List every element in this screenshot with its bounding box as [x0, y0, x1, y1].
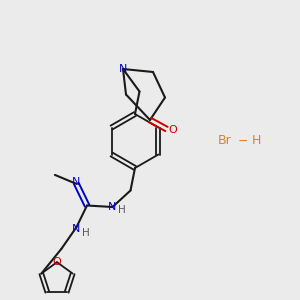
- Text: O: O: [52, 257, 62, 267]
- Text: Br: Br: [218, 134, 232, 148]
- Text: H: H: [118, 205, 126, 215]
- Text: H: H: [252, 134, 261, 148]
- Text: N: N: [108, 202, 117, 212]
- Text: H: H: [82, 228, 90, 238]
- Text: N: N: [119, 64, 127, 74]
- Text: N: N: [72, 177, 81, 188]
- Text: −: −: [238, 134, 248, 148]
- Text: N: N: [72, 224, 80, 234]
- Text: O: O: [169, 125, 178, 136]
